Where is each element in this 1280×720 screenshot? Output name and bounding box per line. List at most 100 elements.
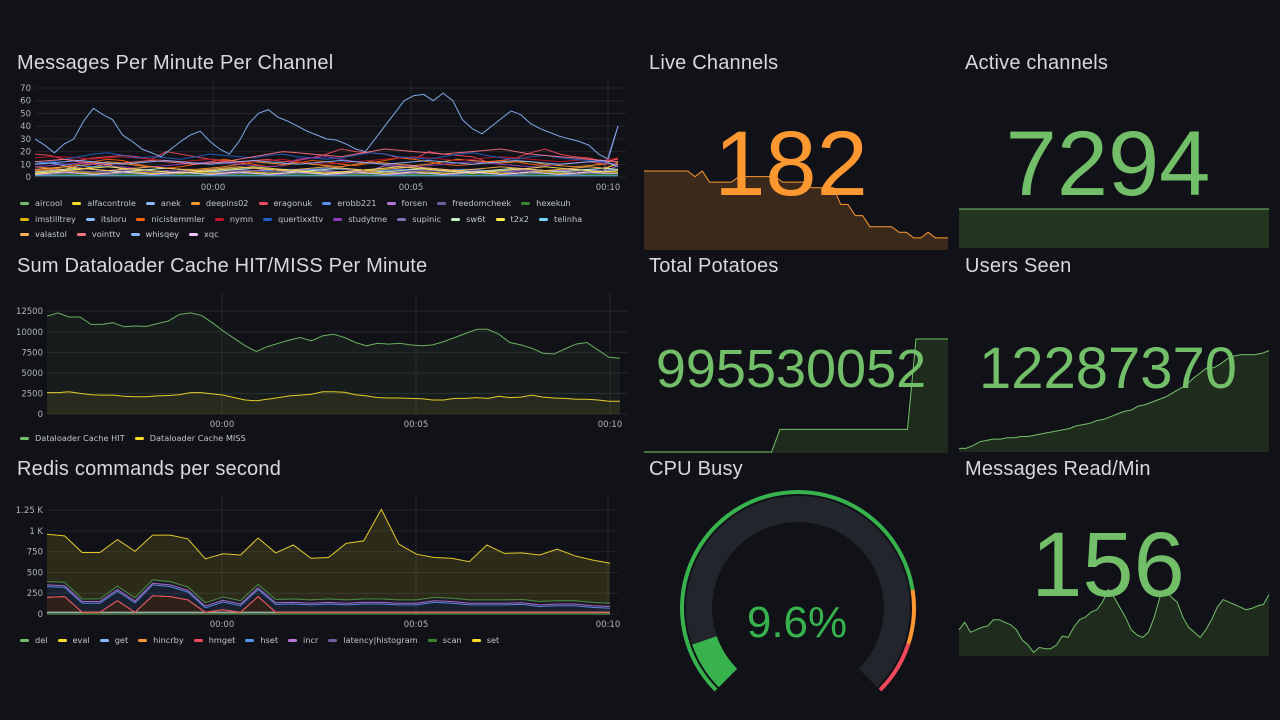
legend-item[interactable]: deepins02 — [190, 196, 249, 212]
panel-title[interactable]: Active channels — [965, 52, 1109, 74]
panel-title[interactable]: Sum Dataloader Cache HIT/MISS Per Minute — [17, 255, 428, 277]
legend-item[interactable]: Dataloader Cache MISS — [134, 431, 246, 447]
legend-item[interactable]: imstilltrey — [20, 212, 76, 228]
legend-swatch — [190, 202, 200, 206]
cpu-busy-value: 9.6% — [746, 598, 848, 647]
legend-swatch — [451, 217, 461, 221]
legend-swatch — [20, 202, 29, 206]
legend-item[interactable]: quertixxttv — [263, 212, 323, 228]
cpu-busy-gauge — [679, 489, 916, 692]
series-line-freedomcheek[interactable] — [35, 125, 619, 173]
y-tick-label: 1 K — [29, 527, 43, 537]
panel-title[interactable]: CPU Busy — [649, 458, 743, 480]
series-line-set[interactable] — [46, 508, 611, 564]
active-channels-value: 7294 — [1005, 113, 1211, 215]
series-line-incr[interactable] — [46, 582, 611, 607]
sparkline-line — [959, 350, 1270, 449]
legend-item[interactable]: anek — [145, 196, 181, 212]
legend-label: vointtv — [91, 229, 121, 239]
legend-item[interactable]: xqc — [189, 227, 219, 243]
legend-item[interactable]: incr — [288, 633, 318, 649]
legend-swatch — [427, 639, 437, 643]
legend-item[interactable]: hmget — [193, 633, 235, 649]
chart-legend: aircool alfacontrole anek deepins02 eragonuk… — [20, 196, 630, 243]
series-line-scan[interactable] — [46, 579, 611, 604]
series-line-sw6t[interactable] — [34, 167, 619, 173]
series-area — [47, 312, 620, 414]
legend-item[interactable]: del — [20, 633, 48, 649]
series-line-eragonuk[interactable] — [34, 148, 619, 163]
sparkline-line — [644, 170, 950, 239]
sparkline-area — [644, 171, 950, 250]
legend-label: eval — [72, 635, 90, 645]
panel-title[interactable]: Total Potatoes — [649, 255, 779, 277]
series-line-hset[interactable] — [46, 584, 611, 609]
legend-item[interactable]: itsloru — [85, 212, 126, 228]
legend-item[interactable]: hexekuh — [521, 196, 571, 212]
y-tick-label: 750 — [27, 548, 43, 558]
legend-item[interactable]: nicistemmler — [136, 212, 205, 228]
series-line-xqc[interactable] — [34, 171, 618, 176]
series-line-quertixxttv[interactable] — [34, 152, 619, 165]
legend-item[interactable]: alfacontrole — [72, 196, 136, 212]
series-line-itsloru[interactable] — [34, 92, 619, 160]
series-line-dataloader-cache-hit[interactable] — [46, 312, 621, 359]
y-tick-label: 30 — [20, 135, 31, 145]
legend-item[interactable]: get — [99, 633, 128, 649]
panel-title[interactable]: Messages Per Minute Per Channel — [17, 52, 334, 74]
x-tick-label: 00:10 — [596, 183, 621, 193]
panel-title[interactable]: Users Seen — [965, 255, 1072, 277]
panel-title[interactable]: Redis commands per second — [17, 458, 282, 480]
legend-swatch — [397, 217, 407, 221]
redis-commands-chart[interactable]: 0 250 500 750 1 K 1.25 K 00:00 00:05 00:10 — [0, 486, 636, 636]
gauge-value-arc — [692, 636, 738, 688]
legend-item[interactable]: valastol — [20, 227, 67, 243]
legend-item[interactable]: sw6t — [451, 212, 486, 228]
legend-label: freedomcheek — [452, 198, 512, 208]
legend-label: hset — [260, 635, 279, 645]
panel-messages-per-minute: Messages Per Minute Per Channel 0 10 20 30 4… — [0, 52, 636, 248]
legend-item[interactable]: telinha — [538, 212, 582, 228]
legend-item[interactable]: eval — [57, 633, 90, 649]
legend-item[interactable]: t2x2 — [495, 212, 529, 228]
legend-swatch — [214, 217, 224, 221]
legend-item[interactable]: latency|histogram — [328, 633, 418, 649]
series-line-studytme[interactable] — [34, 156, 619, 169]
panel-title[interactable]: Messages Read/Min — [965, 458, 1151, 480]
series-line-deepins02[interactable] — [34, 157, 619, 170]
legend-item[interactable]: erobb221 — [322, 196, 377, 212]
messages-read-value: 156 — [1031, 514, 1185, 616]
legend-item[interactable]: hset — [245, 633, 278, 649]
legend-item[interactable]: set — [471, 633, 499, 649]
legend-item[interactable]: vointtv — [76, 227, 121, 243]
active-channels-sparkline — [959, 208, 1269, 248]
legend-item[interactable]: forsen — [386, 196, 427, 212]
x-tick-label: 00:10 — [598, 420, 623, 430]
legend-item[interactable]: eragonuk — [258, 196, 312, 212]
legend-item[interactable]: Dataloader Cache HIT — [20, 431, 125, 447]
messages-per-minute-chart[interactable]: 0 10 20 30 40 50 60 70 00:00 00:05 00:10 — [0, 78, 636, 230]
legend-item[interactable]: hincrby — [138, 633, 184, 649]
legend-item[interactable]: supinic — [397, 212, 441, 228]
series-line-whisqey[interactable] — [34, 159, 619, 168]
total-potatoes-value: 995530052 — [655, 339, 927, 399]
legend-swatch — [471, 639, 481, 643]
series-line-valastol[interactable] — [34, 163, 619, 172]
legend-item[interactable]: nymn — [214, 212, 253, 228]
legend-item[interactable]: whisqey — [130, 227, 179, 243]
dataloader-cache-chart[interactable]: 0 2500 5000 7500 10000 12500 00:00 00:05 00:10 — [0, 283, 636, 433]
legend-item[interactable]: scan — [427, 633, 462, 649]
series-line-dataloader-cache-miss[interactable] — [47, 391, 620, 402]
y-tick-label: 0 — [26, 173, 31, 183]
legend-swatch — [437, 202, 447, 206]
panel-dataloader-cache: Sum Dataloader Cache HIT/MISS Per Minute… — [0, 255, 636, 451]
series-line-hmget[interactable] — [46, 595, 610, 613]
panel-redis-commands: Redis commands per second 0 250 500 750 1 K 1… — [0, 458, 636, 654]
series-line-vointtv[interactable] — [34, 148, 619, 165]
legend-item[interactable]: aircool — [20, 196, 62, 212]
legend-item[interactable]: freedomcheek — [437, 196, 511, 212]
legend-swatch — [521, 202, 531, 206]
y-tick-label: 250 — [27, 589, 43, 599]
panel-title[interactable]: Live Channels — [649, 52, 779, 74]
legend-item[interactable]: studytme — [333, 212, 387, 228]
